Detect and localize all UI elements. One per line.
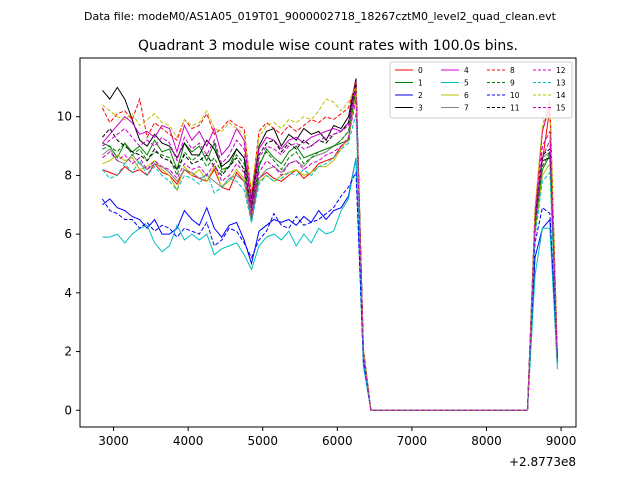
series-line-6: [102, 93, 558, 411]
legend-label-11: 11: [510, 104, 520, 113]
series-line-5: [102, 157, 558, 411]
x-offset-label: +2.8773e8: [509, 455, 576, 469]
series-line-12: [102, 87, 558, 411]
x-tick-label: 3000: [98, 434, 129, 448]
series-line-3: [102, 78, 558, 411]
x-tick-label: 4000: [173, 434, 204, 448]
x-tick-label: 7000: [397, 434, 428, 448]
y-tick-label: 4: [64, 286, 72, 300]
legend-label-9: 9: [510, 79, 515, 88]
legend-box: [389, 61, 573, 119]
y-tick-label: 0: [64, 403, 72, 417]
plot-frame: [79, 57, 577, 428]
legend-label-13: 13: [556, 79, 566, 88]
series-line-9: [102, 90, 558, 411]
legend-label-12: 12: [556, 66, 566, 75]
legend-label-10: 10: [510, 91, 520, 100]
series-line-10: [101, 170, 558, 411]
x-tick-label: 9000: [546, 434, 577, 448]
series-line-4: [102, 81, 558, 411]
series-layer: [101, 78, 558, 411]
x-tick-label: 8000: [471, 434, 502, 448]
legend-label-1: 1: [418, 79, 423, 88]
legend-label-0: 0: [418, 66, 423, 75]
y-tick-label: 6: [64, 227, 72, 241]
x-tick-label: 5000: [247, 434, 278, 448]
series-line-15: [102, 99, 558, 411]
chart-title: Quadrant 3 module wise count rates with …: [138, 38, 518, 54]
legend-label-7: 7: [464, 104, 469, 113]
series-line-13: [102, 113, 558, 411]
x-tick-label: 6000: [322, 434, 353, 448]
legend-label-8: 8: [510, 66, 515, 75]
legend-label-4: 4: [464, 66, 469, 75]
legend-label-3: 3: [418, 104, 423, 113]
legend-label-15: 15: [556, 104, 566, 113]
legend-label-5: 5: [464, 79, 469, 88]
legend-label-14: 14: [556, 91, 566, 100]
legend-label-6: 6: [464, 91, 469, 100]
x-axis: 3000 4000 5000 6000 7000 8000 9000: [98, 427, 576, 448]
y-tick-label: 10: [57, 110, 72, 124]
chart-suptitle: Data file: modeM0/AS1A05_019T01_90000027…: [84, 10, 557, 23]
series-line-2: [102, 157, 558, 411]
y-axis: 0 2 4 6 8 10: [57, 110, 80, 417]
y-tick-label: 2: [64, 345, 72, 359]
y-tick-label: 8: [64, 168, 72, 182]
legend-label-2: 2: [418, 91, 423, 100]
